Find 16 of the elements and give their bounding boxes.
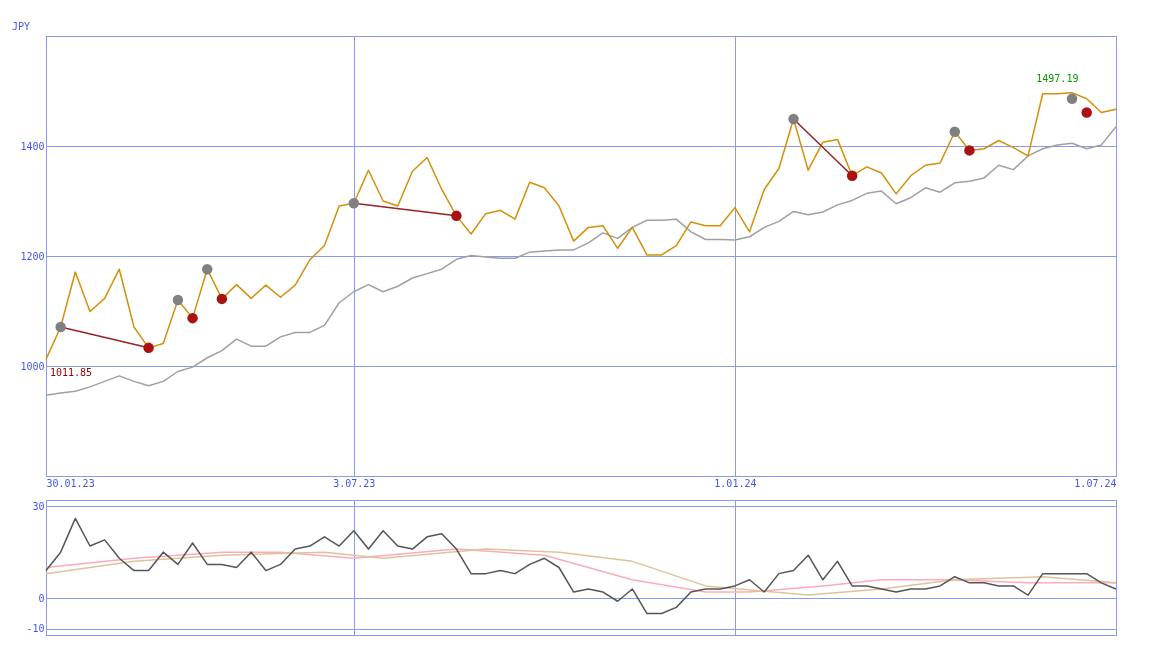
x-tick-label: 1.01.24 [714,477,757,489]
line-series [45,91,1117,361]
x-tick-label: 1.07.24 [1074,477,1117,489]
y-tick-label: 1200 [20,250,45,262]
line-series [45,126,1117,396]
x-tick-label: 30.01.23 [46,477,95,489]
y-axis-title: JPY [12,21,31,32]
annotation: 1011.85 [50,367,93,379]
y-tick-label: 1400 [20,140,45,152]
y-tick-label: 0 [38,592,45,604]
y-tick-label: 1000 [20,360,45,372]
y-tick-label: -10 [26,623,45,635]
y-tick-label: 30 [32,500,45,512]
annotation: 1497.19 [1036,72,1079,84]
x-tick-label: 3.07.23 [333,477,376,489]
line-series [45,517,1117,615]
